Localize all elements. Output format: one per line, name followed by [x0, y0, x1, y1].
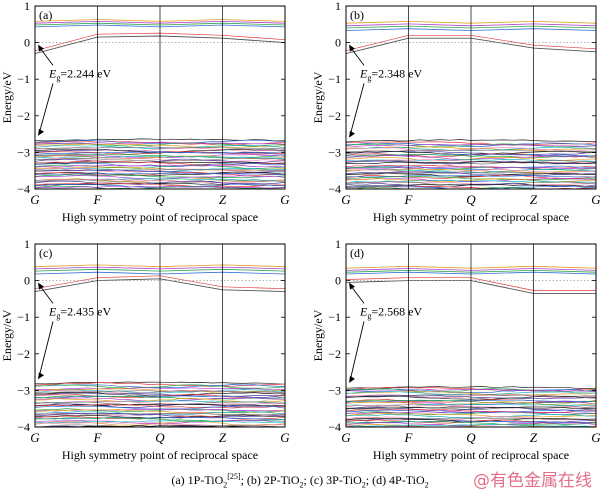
x-axis-label: High symmetry point of reciprocal space	[62, 210, 258, 224]
band-gap-label: Eg=2.244 eV	[48, 66, 111, 82]
x-tick-label: Z	[219, 430, 227, 445]
panel-label: (d)	[350, 246, 364, 260]
gap-arrow-down	[38, 83, 54, 134]
figure-caption: (a) 1P-TiO2[25]; (b) 2P-TiO2; (c) 3P-TiO…	[0, 472, 600, 489]
arrow-head-icon	[349, 44, 355, 52]
y-tick-label: 0	[335, 36, 341, 50]
y-tick-label: 0	[24, 274, 30, 288]
y-axis-label: Energy/eV	[0, 71, 14, 123]
arrow-head-icon	[349, 375, 355, 383]
chart-panel-1: 1 0 −1 −2 −3 −4 Energy/eV G F Q Z G High symmetry po…	[311, 0, 600, 224]
caption-b-sub: 2	[299, 480, 304, 490]
x-tick-label: F	[93, 430, 103, 445]
x-axis-label: High symmetry point of reciprocal space	[373, 448, 569, 462]
x-tick-label: Q	[466, 430, 476, 445]
plot-frame	[345, 5, 597, 190]
y-axis-label: Energy/eV	[311, 309, 325, 361]
panel-label: (a)	[39, 8, 52, 22]
y-tick-label: 0	[24, 36, 30, 50]
x-tick-label: Q	[466, 192, 476, 207]
y-tick-label: −4	[17, 182, 30, 196]
arrow-head-icon	[349, 282, 355, 290]
x-tick-label: G	[591, 192, 600, 207]
plot-frame	[34, 243, 286, 428]
x-tick-label: F	[93, 192, 103, 207]
caption-c-sub: 2	[361, 480, 366, 490]
y-tick-label: 1	[335, 237, 341, 251]
x-tick-label: G	[341, 430, 351, 445]
y-tick-label: −2	[17, 347, 30, 361]
x-tick-label: G	[30, 192, 40, 207]
gap-arrow-down	[38, 321, 54, 378]
caption-a-ref: [25]	[227, 472, 241, 481]
watermark-logo: @有色金属在线	[473, 471, 592, 491]
y-tick-label: 1	[335, 0, 341, 13]
y-tick-label: −1	[17, 72, 30, 86]
caption-a-sub: 2	[223, 480, 228, 490]
band-gap-label: Eg=2.568 eV	[359, 304, 422, 320]
y-tick-label: −1	[328, 310, 341, 324]
caption-c: ; (c) 3P-TiO	[303, 473, 362, 487]
chart-panel-2: 1 0 −1 −2 −3 −4 Energy/eV G F Q Z G High symmetry po…	[0, 237, 290, 462]
x-tick-label: G	[591, 430, 600, 445]
arrow-head-icon	[38, 44, 44, 52]
x-tick-label: G	[280, 430, 290, 445]
y-tick-label: −2	[17, 109, 30, 123]
y-tick-label: 1	[24, 0, 30, 13]
x-tick-label: F	[404, 430, 414, 445]
y-tick-label: −1	[328, 72, 341, 86]
y-tick-label: 1	[24, 237, 30, 251]
panel-label: (c)	[39, 246, 52, 260]
x-tick-label: G	[280, 192, 290, 207]
band-gap-label: Eg=2.435 eV	[48, 304, 111, 320]
y-tick-label: −4	[328, 182, 341, 196]
y-tick-label: −3	[328, 383, 341, 397]
gap-arrow-down	[349, 321, 365, 382]
x-tick-label: Z	[530, 430, 538, 445]
valence-band-line	[346, 186, 596, 189]
x-tick-label: Z	[530, 192, 538, 207]
x-axis-label: High symmetry point of reciprocal space	[373, 210, 569, 224]
y-tick-label: −3	[17, 383, 30, 397]
caption-a: (a) 1P-TiO	[171, 473, 224, 487]
y-tick-label: 0	[335, 274, 341, 288]
y-axis-label: Energy/eV	[311, 71, 325, 123]
x-tick-label: F	[404, 192, 414, 207]
gap-arrow-down	[349, 83, 365, 136]
arrow-head-icon	[38, 128, 44, 136]
arrow-head-icon	[349, 130, 355, 138]
caption-b: ; (b) 2P-TiO	[240, 473, 300, 487]
y-tick-label: −3	[328, 145, 341, 159]
arrow-head-icon	[38, 282, 44, 290]
y-tick-label: −1	[17, 310, 30, 324]
valence-band-line	[35, 424, 285, 427]
y-tick-label: −2	[328, 109, 341, 123]
x-tick-label: Z	[219, 192, 227, 207]
plot-frame	[34, 5, 286, 190]
x-axis-label: High symmetry point of reciprocal space	[62, 448, 258, 462]
plot-frame	[345, 243, 597, 428]
y-tick-label: −2	[328, 347, 341, 361]
x-tick-label: G	[341, 192, 351, 207]
y-axis-label: Energy/eV	[0, 309, 14, 361]
caption-d: ; (d) 4P-TiO	[365, 473, 425, 487]
caption-d-sub: 2	[424, 480, 429, 490]
x-tick-label: G	[30, 430, 40, 445]
x-tick-label: Q	[155, 430, 165, 445]
band-gap-label: Eg=2.348 eV	[359, 66, 422, 82]
y-tick-label: −4	[328, 420, 341, 434]
y-tick-label: −4	[17, 420, 30, 434]
y-tick-label: −3	[17, 145, 30, 159]
x-tick-label: Q	[155, 192, 165, 207]
panel-label: (b)	[350, 8, 364, 22]
arrow-head-icon	[38, 372, 44, 380]
chart-panel-3: 1 0 −1 −2 −3 −4 Energy/eV G F Q Z G High symmetry po…	[311, 237, 600, 462]
chart-panel-0: 1 0 −1 −2 −3 −4 Energy/eV G F Q Z G High symmetry po…	[0, 0, 290, 224]
